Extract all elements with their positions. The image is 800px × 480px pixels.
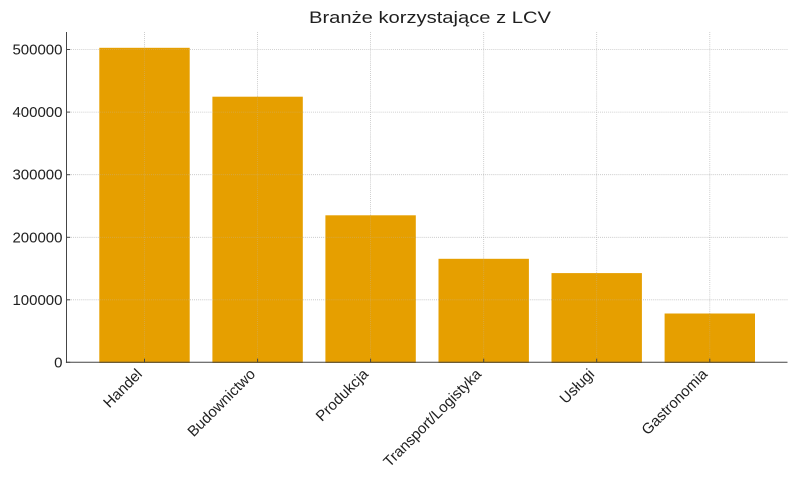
svg-text:400000: 400000 — [12, 104, 62, 121]
svg-text:200000: 200000 — [12, 229, 62, 246]
svg-text:100000: 100000 — [12, 292, 62, 309]
svg-text:300000: 300000 — [12, 167, 62, 184]
svg-text:0: 0 — [54, 354, 62, 371]
svg-text:Branże korzystające z LCV: Branże korzystające z LCV — [309, 9, 551, 27]
svg-text:500000: 500000 — [12, 42, 62, 59]
